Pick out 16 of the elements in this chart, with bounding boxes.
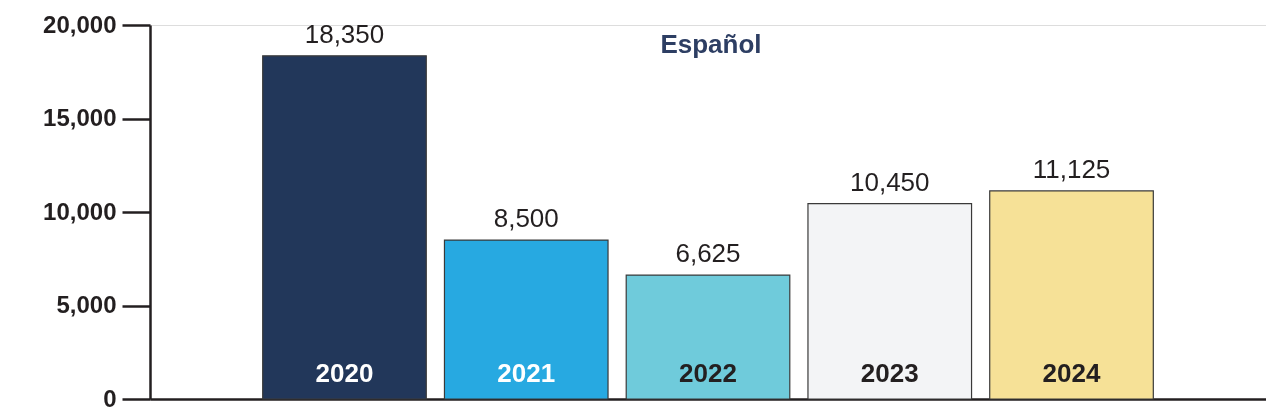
data-label: 18,350 [304,18,385,49]
data-label: 11,125 [1032,153,1111,184]
x-tick-label: 2021 [497,358,556,388]
y-tick-label: 5,000 [56,291,117,318]
y-tick-label: 10,000 [43,197,117,225]
y-tick-label: 20,000 [43,10,117,38]
data-label: 8,500 [493,203,559,234]
data-label: 6,625 [675,238,741,269]
x-tick-label: 2023 [860,358,919,388]
y-tick-label: 15,000 [43,104,117,131]
data-label: 10,450 [849,166,930,197]
x-tick-label: 2022 [679,358,737,388]
y-tick-label: 0 [103,384,117,411]
x-tick-label: 2024 [1042,358,1101,388]
chart-title: Español [660,29,762,59]
x-tick-label: 2020 [315,358,374,388]
